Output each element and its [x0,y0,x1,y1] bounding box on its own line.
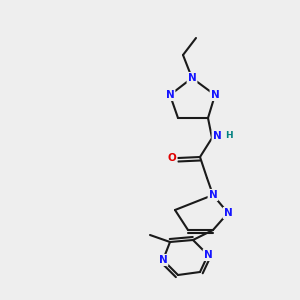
Text: N: N [211,90,219,100]
Text: N: N [213,131,221,141]
Text: N: N [208,190,217,200]
Text: N: N [159,255,167,265]
Text: N: N [204,250,212,260]
Text: O: O [168,153,176,163]
Text: H: H [225,130,233,140]
Text: N: N [166,90,174,100]
Text: N: N [224,208,232,218]
Text: N: N [188,73,196,83]
